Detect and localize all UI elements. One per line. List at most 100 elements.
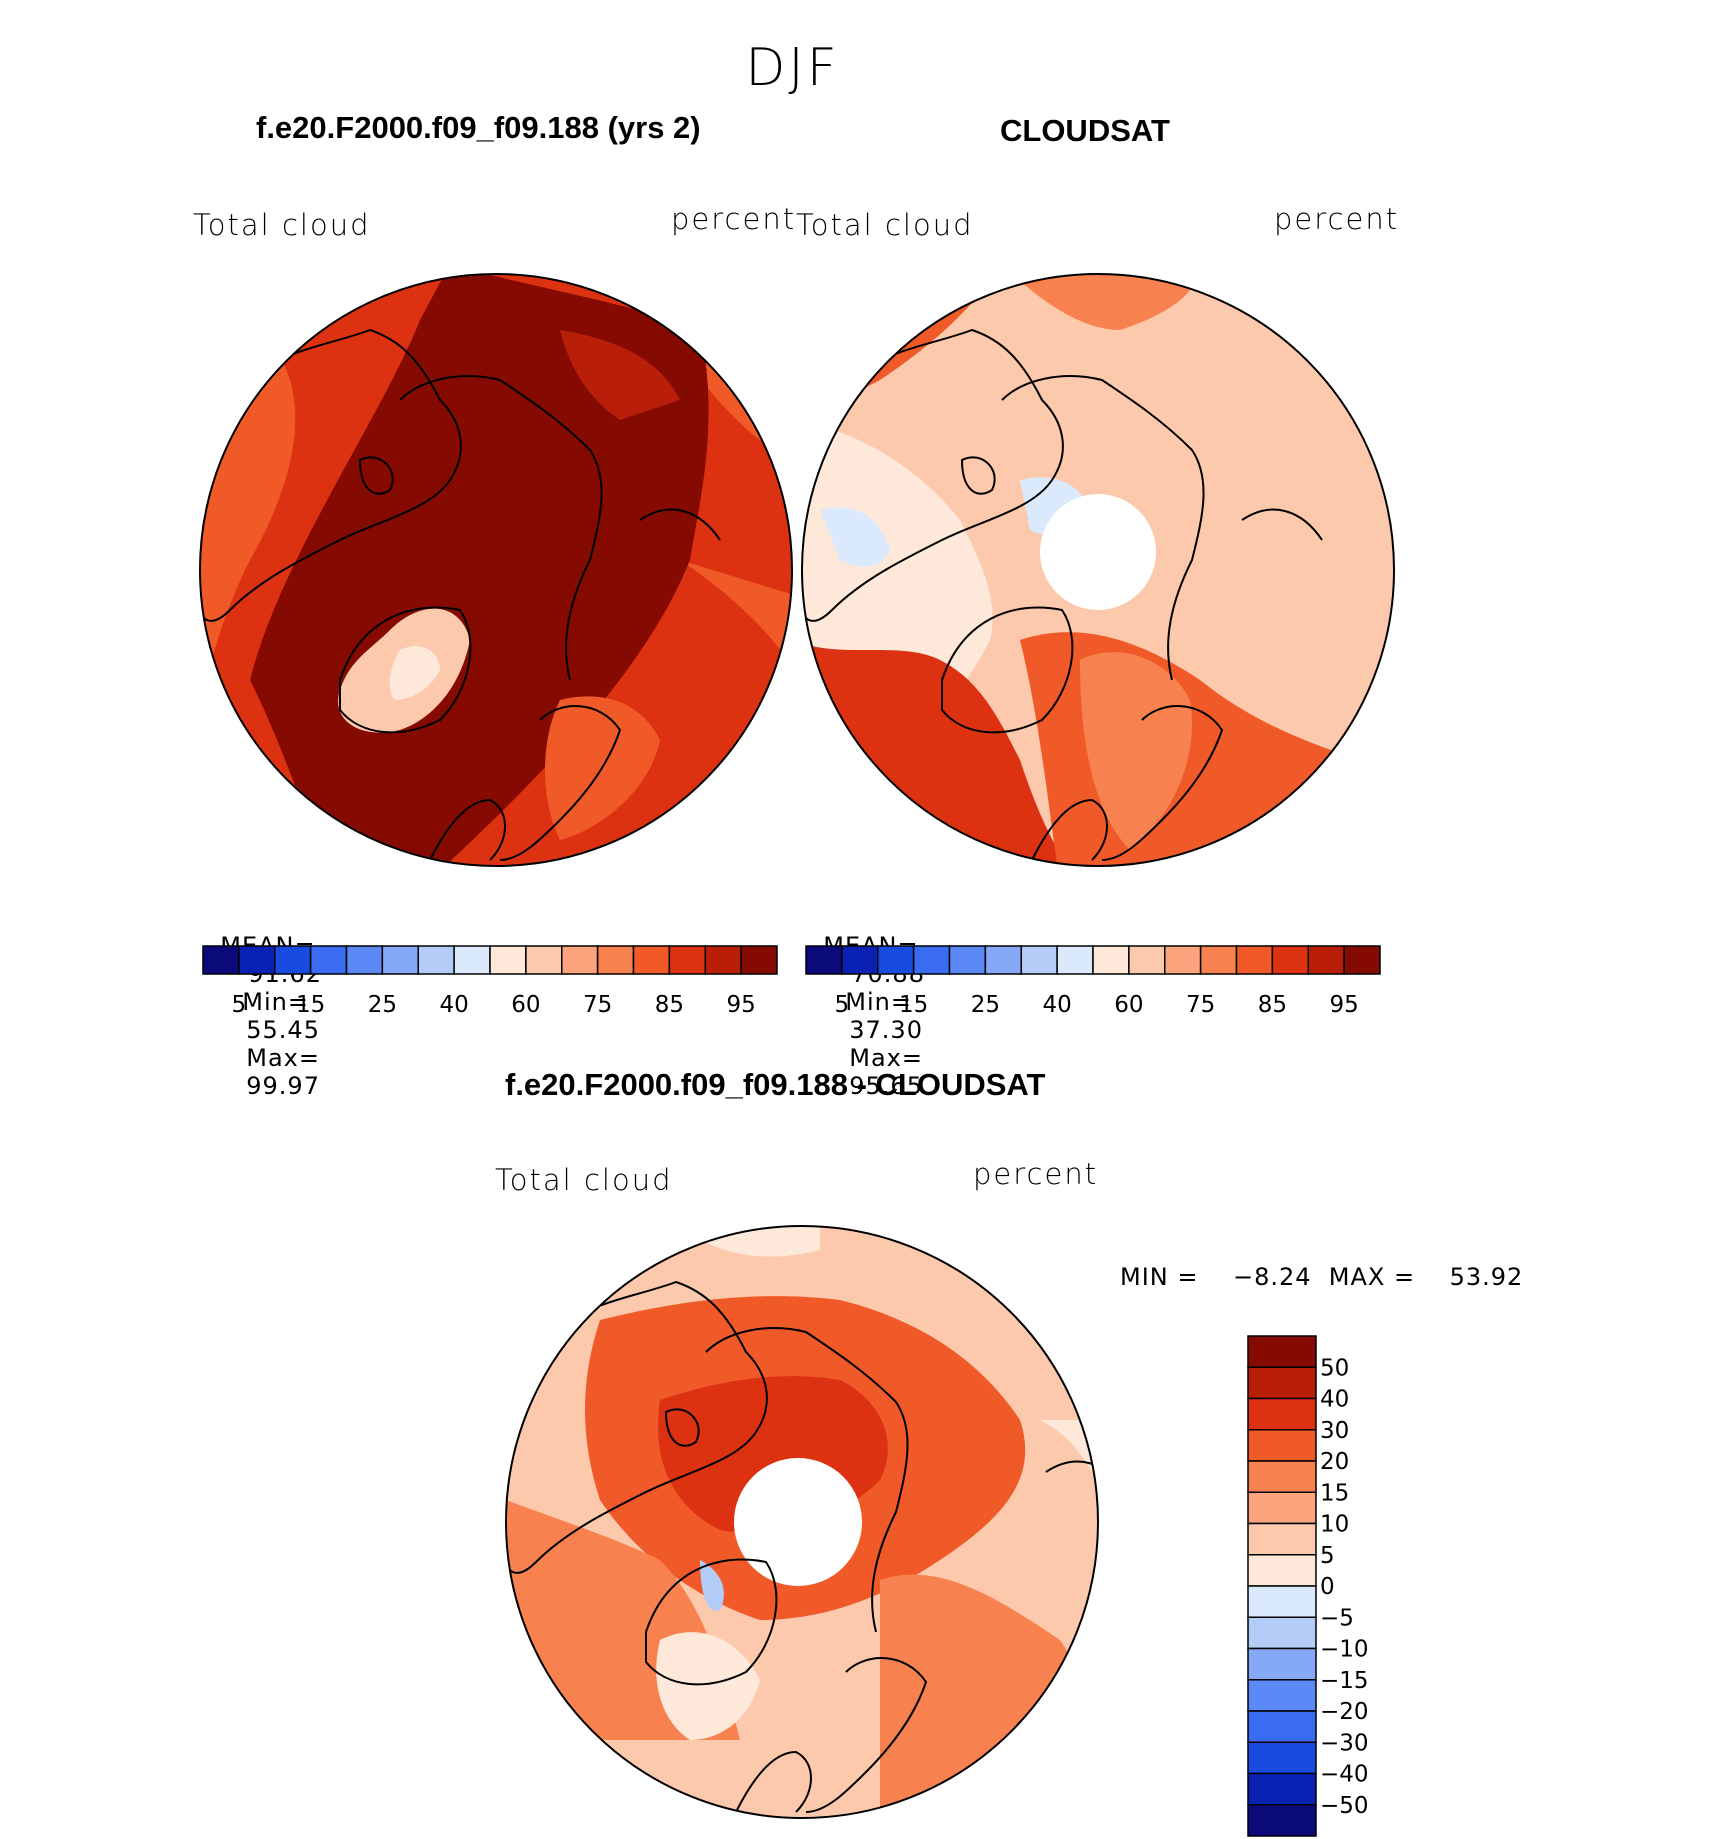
panel-1-colorbar-swatch <box>740 945 778 975</box>
panel-1-min-value: 55.45 <box>246 1016 320 1044</box>
panel-1-max-label: Max= <box>246 1044 320 1072</box>
panel-2-colorbar-swatch <box>841 945 879 975</box>
panel-2-max-label: Max= <box>849 1044 923 1072</box>
panel-1-units-label: percent <box>671 202 797 236</box>
panel-1-colorbar-swatch <box>704 945 742 975</box>
panel-2-colorbar-tick-label: 25 <box>971 992 1000 1018</box>
panel-1-colorbar-tick-label: 85 <box>655 992 684 1018</box>
panel-2-colorbar-swatch <box>1307 945 1345 975</box>
panel-2-colorbar-swatch <box>877 945 915 975</box>
panel-2-colorbar-swatch <box>1020 945 1058 975</box>
panel-2-colorbar-swatch <box>912 945 951 975</box>
panel-1-max-value: 99.97 <box>246 1072 320 1100</box>
panel-2-colorbar: 5 15 25 40 60 75 85 95 <box>805 945 1381 1018</box>
panel-2-title: CLOUDSAT <box>1000 113 1170 148</box>
panel-2-colorbar-swatch <box>1235 945 1274 975</box>
panel-1-colorbar-tick-label: 40 <box>439 992 468 1018</box>
panel-1-colorbar-swatch <box>596 945 635 975</box>
difference-colorbar-swatch <box>1247 1491 1317 1525</box>
panel-2-colorbar-swatch <box>1271 945 1309 975</box>
panel-2-colorbar-tick-label: 5 <box>835 992 850 1018</box>
panel-1-colorbar-tick-label: 60 <box>511 992 540 1018</box>
difference-colorbar-swatch <box>1247 1616 1317 1650</box>
panel-1-colorbar-swatch <box>525 945 563 975</box>
difference-colorbar-tick-label: −50 <box>1320 1793 1369 1819</box>
panel-2-colorbar-tick-label: 60 <box>1114 992 1143 1018</box>
panel-3-stats: MIN = −8.24 MAX = 53.92 <box>1120 1263 1524 1291</box>
panel-3-variable-label: Total cloud <box>495 1163 673 1197</box>
panel-2-colorbar-swatch <box>948 945 987 975</box>
difference-colorbar-tick-label: 20 <box>1320 1449 1349 1475</box>
panel-1-title: f.e20.F2000.f09_f09.188 (yrs 2) <box>256 110 701 145</box>
panel-1-map <box>200 274 792 866</box>
panel-2-colorbar-swatch <box>1164 945 1202 975</box>
panel-2-units-label: percent <box>1274 202 1400 236</box>
panel-2-colorbar-tick-label: 15 <box>899 992 928 1018</box>
panel-1-colorbar-swatch <box>489 945 527 975</box>
panel-1-colorbar-swatch <box>632 945 671 975</box>
difference-colorbar-tick-label: −40 <box>1320 1762 1369 1788</box>
panel-2-colorbar-swatch <box>984 945 1022 975</box>
panel-2-max-value: 95.65 <box>849 1072 923 1100</box>
difference-colorbar-swatch <box>1247 1460 1317 1493</box>
panel-2-coastlines <box>802 328 1323 861</box>
panel-2-min-label: Min= <box>845 988 912 1016</box>
panel-1-variable-label: Total cloud <box>193 208 371 242</box>
panel-2-colorbar-swatch <box>805 945 843 975</box>
panel-1-colorbar-swatch <box>238 945 276 975</box>
panel-1-colorbar-swatch <box>453 945 491 975</box>
difference-colorbar-tick-label: −10 <box>1320 1637 1369 1663</box>
difference-colorbar-tick-label: −15 <box>1320 1668 1369 1694</box>
panel-1-colorbar-tick-label: 95 <box>726 992 755 1018</box>
panel-1-colorbar-swatch <box>345 945 384 975</box>
panel-1-colorbar-tick-label: 75 <box>583 992 612 1018</box>
panel-3-coastlines <box>506 1280 1098 1813</box>
panel-1-colorbar-swatch <box>309 945 348 975</box>
panel-1-colorbar-swatch <box>381 945 419 975</box>
panel-2-colorbar-swatch <box>1199 945 1238 975</box>
panel-3-units-label: percent <box>973 1157 1099 1191</box>
panel-2-colorbar-tick-label: 95 <box>1329 992 1358 1018</box>
panel-1-colorbar-tick-label: 15 <box>296 992 325 1018</box>
panel-1-colorbar-swatch <box>668 945 706 975</box>
panel-2-colorbar-swatch <box>1128 945 1166 975</box>
difference-colorbar-swatch <box>1247 1335 1317 1368</box>
difference-colorbar-swatch <box>1247 1429 1317 1462</box>
difference-colorbar-swatch <box>1247 1804 1317 1837</box>
difference-colorbar-swatch <box>1247 1366 1317 1400</box>
panel-1-colorbar-swatch <box>202 945 240 975</box>
figure-title: DJF <box>745 38 840 98</box>
difference-colorbar-tick-label: −5 <box>1320 1605 1354 1631</box>
difference-colorbar-swatch <box>1247 1679 1317 1712</box>
panel-1-colorbar-swatch <box>417 945 455 975</box>
difference-colorbar-tick-label: −30 <box>1320 1730 1369 1756</box>
panel-1-colorbar: 5 15 25 40 60 75 85 95 <box>202 945 778 1018</box>
difference-colorbar-tick-label: 50 <box>1320 1355 1349 1381</box>
difference-colorbar-tick-label: 0 <box>1320 1574 1335 1600</box>
panel-2-colorbar-tick-label: 85 <box>1258 992 1287 1018</box>
panel-2-colorbar-swatch <box>1343 945 1381 975</box>
panel-1-colorbar-tick-label: 5 <box>232 992 247 1018</box>
panel-1-min-label: Min= <box>242 988 309 1016</box>
panel-3-title: f.e20.F2000.f09_f09.188 - CLOUDSAT <box>505 1067 1046 1102</box>
panel-2-colorbar-swatch <box>1056 945 1094 975</box>
difference-colorbar-swatch <box>1247 1772 1317 1806</box>
difference-colorbar-swatch <box>1247 1710 1317 1743</box>
difference-colorbar-swatch <box>1247 1397 1317 1431</box>
panel-2-min-value: 37.30 <box>849 1016 923 1044</box>
panel-1-coastlines <box>200 328 721 861</box>
difference-colorbar-tick-label: 5 <box>1320 1543 1335 1569</box>
panel-2-variable-label: Total cloud <box>796 208 974 242</box>
difference-colorbar-swatch <box>1247 1741 1317 1775</box>
difference-colorbar-tick-label: 15 <box>1320 1480 1349 1506</box>
difference-colorbar-swatch <box>1247 1647 1317 1681</box>
panel-2-colorbar-tick-label: 40 <box>1042 992 1071 1018</box>
difference-colorbar-swatch <box>1247 1554 1317 1587</box>
panel-1-colorbar-swatch <box>274 945 312 975</box>
difference-colorbar-swatch <box>1247 1585 1317 1618</box>
panel-2-map <box>802 274 1394 866</box>
difference-colorbar-tick-label: −20 <box>1320 1699 1369 1725</box>
difference-colorbar-tick-label: 30 <box>1320 1418 1349 1444</box>
